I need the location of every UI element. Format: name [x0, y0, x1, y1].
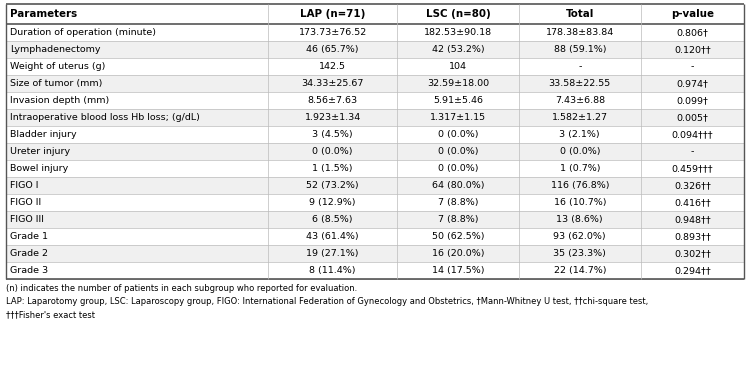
- Text: 0.974†: 0.974†: [676, 79, 708, 88]
- Text: LAP (n=71): LAP (n=71): [300, 9, 365, 19]
- Bar: [6, 75, 744, 92]
- Bar: [6, 24, 744, 41]
- Text: 0 (0.0%): 0 (0.0%): [438, 130, 479, 139]
- Text: 0 (0.0%): 0 (0.0%): [438, 164, 479, 173]
- Text: 0.893††: 0.893††: [674, 232, 711, 241]
- Text: -: -: [691, 62, 694, 71]
- Text: 52 (73.2%): 52 (73.2%): [306, 181, 359, 190]
- Bar: [6, 92, 744, 109]
- Bar: [6, 177, 744, 194]
- Bar: [6, 58, 744, 75]
- Text: Invasion depth (mm): Invasion depth (mm): [10, 96, 109, 105]
- Text: 0.302††: 0.302††: [674, 249, 711, 258]
- Text: 9 (12.9%): 9 (12.9%): [309, 198, 356, 207]
- Text: p-value: p-value: [670, 9, 714, 19]
- Bar: [6, 4, 744, 24]
- Text: 7.43±6.88: 7.43±6.88: [555, 96, 604, 105]
- Text: Total: Total: [566, 9, 594, 19]
- Text: 43 (61.4%): 43 (61.4%): [306, 232, 359, 241]
- Text: 1.317±1.15: 1.317±1.15: [430, 113, 486, 122]
- Text: 32.59±18.00: 32.59±18.00: [427, 79, 489, 88]
- Text: Duration of operation (minute): Duration of operation (minute): [10, 28, 156, 37]
- Text: 0.094†††: 0.094†††: [671, 130, 713, 139]
- Text: †††Fisher's exact test: †††Fisher's exact test: [6, 310, 95, 319]
- Text: 7 (8.8%): 7 (8.8%): [438, 198, 479, 207]
- Text: 42 (53.2%): 42 (53.2%): [432, 45, 484, 54]
- Text: 0.099†: 0.099†: [676, 96, 708, 105]
- Text: FIGO II: FIGO II: [10, 198, 41, 207]
- Text: 173.73±76.52: 173.73±76.52: [298, 28, 367, 37]
- Text: 5.91±5.46: 5.91±5.46: [433, 96, 483, 105]
- Text: 14 (17.5%): 14 (17.5%): [432, 266, 484, 275]
- Text: 0 (0.0%): 0 (0.0%): [438, 147, 479, 156]
- Bar: [6, 194, 744, 211]
- Text: 16 (20.0%): 16 (20.0%): [432, 249, 484, 258]
- Text: 3 (2.1%): 3 (2.1%): [560, 130, 600, 139]
- Text: 116 (76.8%): 116 (76.8%): [550, 181, 609, 190]
- Text: Ureter injury: Ureter injury: [10, 147, 70, 156]
- Text: 22 (14.7%): 22 (14.7%): [554, 266, 606, 275]
- Text: -: -: [691, 147, 694, 156]
- Bar: [6, 109, 744, 126]
- Text: Size of tumor (mm): Size of tumor (mm): [10, 79, 102, 88]
- Text: 33.58±22.55: 33.58±22.55: [549, 79, 611, 88]
- Text: 64 (80.0%): 64 (80.0%): [432, 181, 484, 190]
- Text: 35 (23.3%): 35 (23.3%): [554, 249, 606, 258]
- Text: 88 (59.1%): 88 (59.1%): [554, 45, 606, 54]
- Text: 8.56±7.63: 8.56±7.63: [308, 96, 358, 105]
- Text: 8 (11.4%): 8 (11.4%): [309, 266, 356, 275]
- Text: 0.806†: 0.806†: [676, 28, 708, 37]
- Bar: [6, 41, 744, 58]
- Bar: [6, 228, 744, 245]
- Text: Lymphadenectomy: Lymphadenectomy: [10, 45, 101, 54]
- Bar: [6, 160, 744, 177]
- Text: FIGO I: FIGO I: [10, 181, 38, 190]
- Text: Bladder injury: Bladder injury: [10, 130, 76, 139]
- Bar: [6, 262, 744, 279]
- Text: 46 (65.7%): 46 (65.7%): [306, 45, 358, 54]
- Text: LSC (n=80): LSC (n=80): [426, 9, 490, 19]
- Text: FIGO III: FIGO III: [10, 215, 44, 224]
- Text: 93 (62.0%): 93 (62.0%): [554, 232, 606, 241]
- Text: Grade 3: Grade 3: [10, 266, 48, 275]
- Text: 0.005†: 0.005†: [676, 113, 708, 122]
- Text: Parameters: Parameters: [10, 9, 77, 19]
- Text: 1 (1.5%): 1 (1.5%): [312, 164, 352, 173]
- Text: 1 (0.7%): 1 (0.7%): [560, 164, 600, 173]
- Text: 0.459†††: 0.459†††: [671, 164, 713, 173]
- Text: 104: 104: [449, 62, 467, 71]
- Text: 6 (8.5%): 6 (8.5%): [312, 215, 352, 224]
- Text: 34.33±25.67: 34.33±25.67: [302, 79, 364, 88]
- Text: (n) indicates the number of patients in each subgroup who reported for evaluatio: (n) indicates the number of patients in …: [6, 284, 357, 293]
- Text: 13 (8.6%): 13 (8.6%): [556, 215, 603, 224]
- Text: 1.582±1.27: 1.582±1.27: [552, 113, 608, 122]
- Text: -: -: [578, 62, 581, 71]
- Text: 0 (0.0%): 0 (0.0%): [312, 147, 352, 156]
- Bar: [6, 245, 744, 262]
- Text: Intraoperative blood loss Hb loss; (g/dL): Intraoperative blood loss Hb loss; (g/dL…: [10, 113, 200, 122]
- Text: 3 (4.5%): 3 (4.5%): [312, 130, 353, 139]
- Text: 182.53±90.18: 182.53±90.18: [424, 28, 492, 37]
- Bar: [6, 126, 744, 143]
- Text: 0.948††: 0.948††: [674, 215, 711, 224]
- Text: Grade 2: Grade 2: [10, 249, 48, 258]
- Text: 16 (10.7%): 16 (10.7%): [554, 198, 606, 207]
- Bar: [6, 143, 744, 160]
- Text: 1.923±1.34: 1.923±1.34: [304, 113, 361, 122]
- Text: 178.38±83.84: 178.38±83.84: [546, 28, 614, 37]
- Text: 0.416††: 0.416††: [674, 198, 711, 207]
- Text: 0 (0.0%): 0 (0.0%): [560, 147, 600, 156]
- Bar: [6, 211, 744, 228]
- Text: 142.5: 142.5: [319, 62, 346, 71]
- Text: 50 (62.5%): 50 (62.5%): [432, 232, 484, 241]
- Text: 0.294††: 0.294††: [674, 266, 711, 275]
- Text: 7 (8.8%): 7 (8.8%): [438, 215, 479, 224]
- Text: 0.326††: 0.326††: [674, 181, 711, 190]
- Text: LAP: Laparotomy group, LSC: Laparoscopy group, FIGO: International Federation of: LAP: Laparotomy group, LSC: Laparoscopy …: [6, 297, 648, 306]
- Text: Bowel injury: Bowel injury: [10, 164, 68, 173]
- Text: Grade 1: Grade 1: [10, 232, 48, 241]
- Text: 0.120††: 0.120††: [674, 45, 711, 54]
- Text: Weight of uterus (g): Weight of uterus (g): [10, 62, 105, 71]
- Text: 19 (27.1%): 19 (27.1%): [306, 249, 358, 258]
